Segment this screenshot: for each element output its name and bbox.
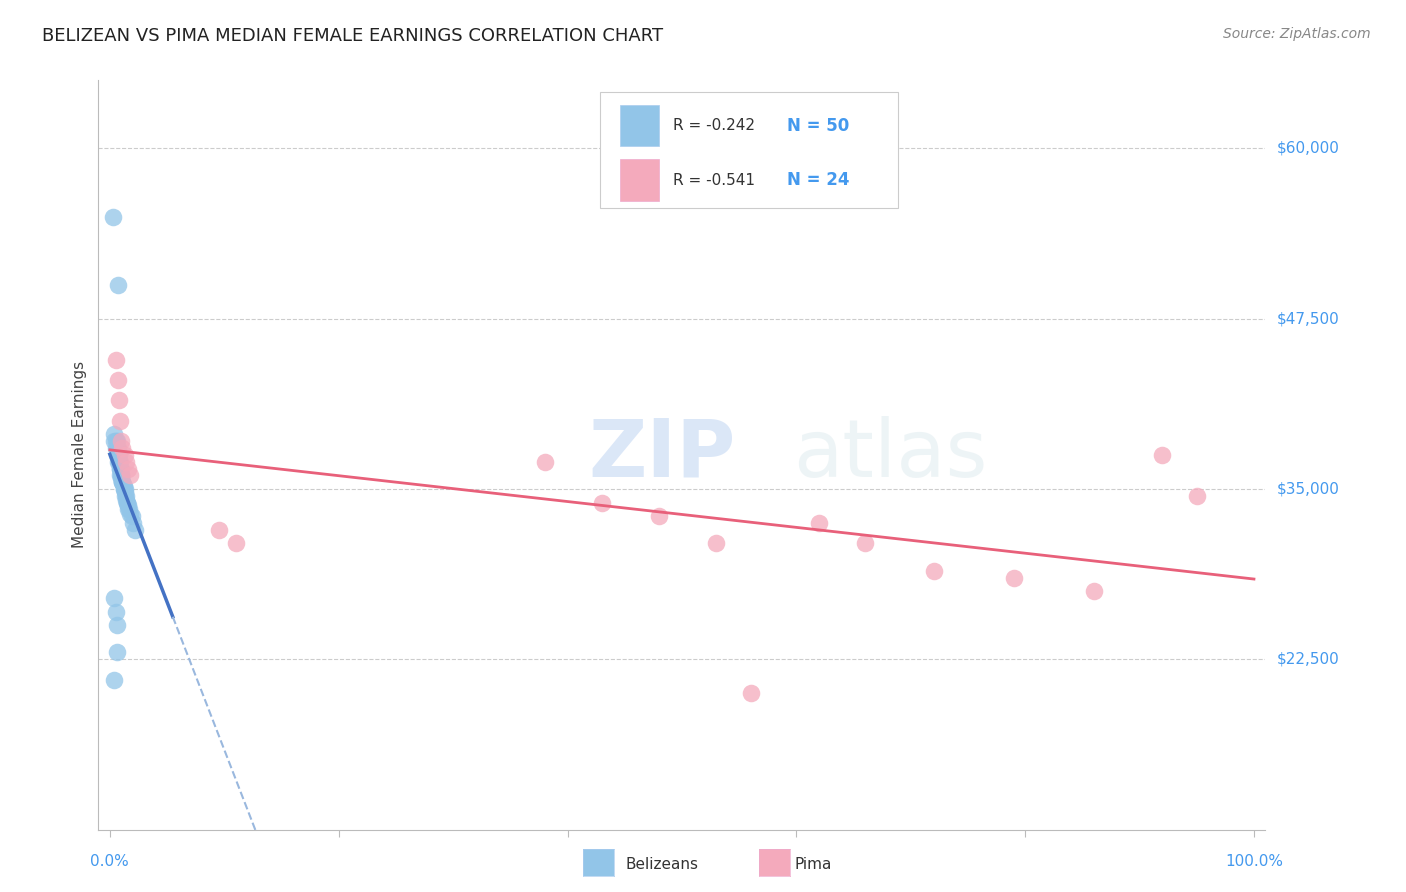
Point [120, 507, 142, 521]
Point [108, 455, 131, 469]
Point [110, 434, 132, 449]
Point [111, 475, 134, 490]
Point [105, 645, 128, 659]
Bar [620, 160, 658, 201]
Point [117, 499, 139, 513]
Text: $35,000: $35,000 [1277, 482, 1340, 497]
Point [111, 475, 134, 490]
Point [207, 523, 229, 537]
Point [1002, 570, 1025, 584]
Text: N = 50: N = 50 [787, 117, 849, 135]
Point [104, 352, 127, 367]
Y-axis label: Median Female Earnings: Median Female Earnings [72, 361, 87, 549]
Point [105, 434, 128, 449]
Point [121, 516, 143, 530]
Point [115, 455, 138, 469]
Point [115, 495, 138, 509]
Text: R = -0.541: R = -0.541 [672, 172, 755, 187]
Point [107, 448, 129, 462]
Point [105, 448, 128, 462]
Point [108, 414, 131, 428]
Point [105, 618, 128, 632]
Text: 100.0%: 100.0% [1225, 854, 1282, 869]
Point [107, 277, 129, 292]
Point [103, 434, 125, 449]
Point [118, 502, 141, 516]
Point [704, 536, 727, 550]
Point [591, 495, 613, 509]
Point [114, 489, 136, 503]
Point [740, 686, 762, 700]
Point [808, 516, 831, 530]
Text: Belizeans: Belizeans [626, 857, 699, 872]
Point [115, 495, 138, 509]
Point [124, 523, 146, 537]
Point [111, 441, 134, 455]
Point [110, 468, 132, 483]
Text: $22,500: $22,500 [1277, 652, 1340, 666]
Point [108, 461, 131, 475]
Point [1152, 448, 1174, 462]
Text: 0.0%: 0.0% [90, 854, 129, 869]
Point [104, 434, 127, 449]
Point [117, 461, 139, 475]
Text: N = 24: N = 24 [787, 171, 849, 189]
Bar [620, 105, 658, 146]
Point [105, 441, 128, 455]
Point [114, 482, 136, 496]
Point [117, 502, 139, 516]
Point [922, 564, 945, 578]
Text: Source: ZipAtlas.com: Source: ZipAtlas.com [1223, 27, 1371, 41]
Point [108, 461, 131, 475]
Point [1185, 489, 1208, 503]
Point [105, 441, 128, 455]
Point [112, 482, 135, 496]
Point [110, 468, 132, 483]
Point [225, 536, 247, 550]
Point [114, 484, 136, 499]
Point [648, 509, 671, 524]
Text: atlas: atlas [793, 416, 987, 494]
Point [108, 455, 131, 469]
FancyBboxPatch shape [600, 92, 898, 208]
Point [114, 448, 136, 462]
Point [108, 393, 131, 408]
Point [110, 461, 132, 475]
Point [108, 448, 131, 462]
Point [107, 441, 129, 455]
Text: ZIP: ZIP [589, 416, 735, 494]
Point [112, 482, 135, 496]
Point [108, 468, 131, 483]
Point [107, 448, 129, 462]
Point [103, 427, 125, 442]
Point [104, 441, 127, 455]
Text: $60,000: $60,000 [1277, 141, 1340, 156]
Point [103, 591, 125, 605]
Point [533, 455, 555, 469]
Text: $47,500: $47,500 [1277, 311, 1340, 326]
Point [112, 479, 135, 493]
Point [108, 455, 131, 469]
Point [107, 455, 129, 469]
Point [110, 471, 132, 485]
Point [1083, 584, 1105, 599]
Text: BELIZEAN VS PIMA MEDIAN FEMALE EARNINGS CORRELATION CHART: BELIZEAN VS PIMA MEDIAN FEMALE EARNINGS … [42, 27, 664, 45]
Point [115, 489, 138, 503]
Text: R = -0.242: R = -0.242 [672, 118, 755, 133]
Point [853, 536, 876, 550]
Text: Pima: Pima [794, 857, 832, 872]
Point [121, 509, 143, 524]
Point [103, 210, 125, 224]
Point [103, 673, 125, 687]
Point [115, 492, 138, 507]
Point [107, 373, 129, 387]
Point [111, 475, 134, 490]
Point [120, 468, 142, 483]
Point [104, 605, 127, 619]
